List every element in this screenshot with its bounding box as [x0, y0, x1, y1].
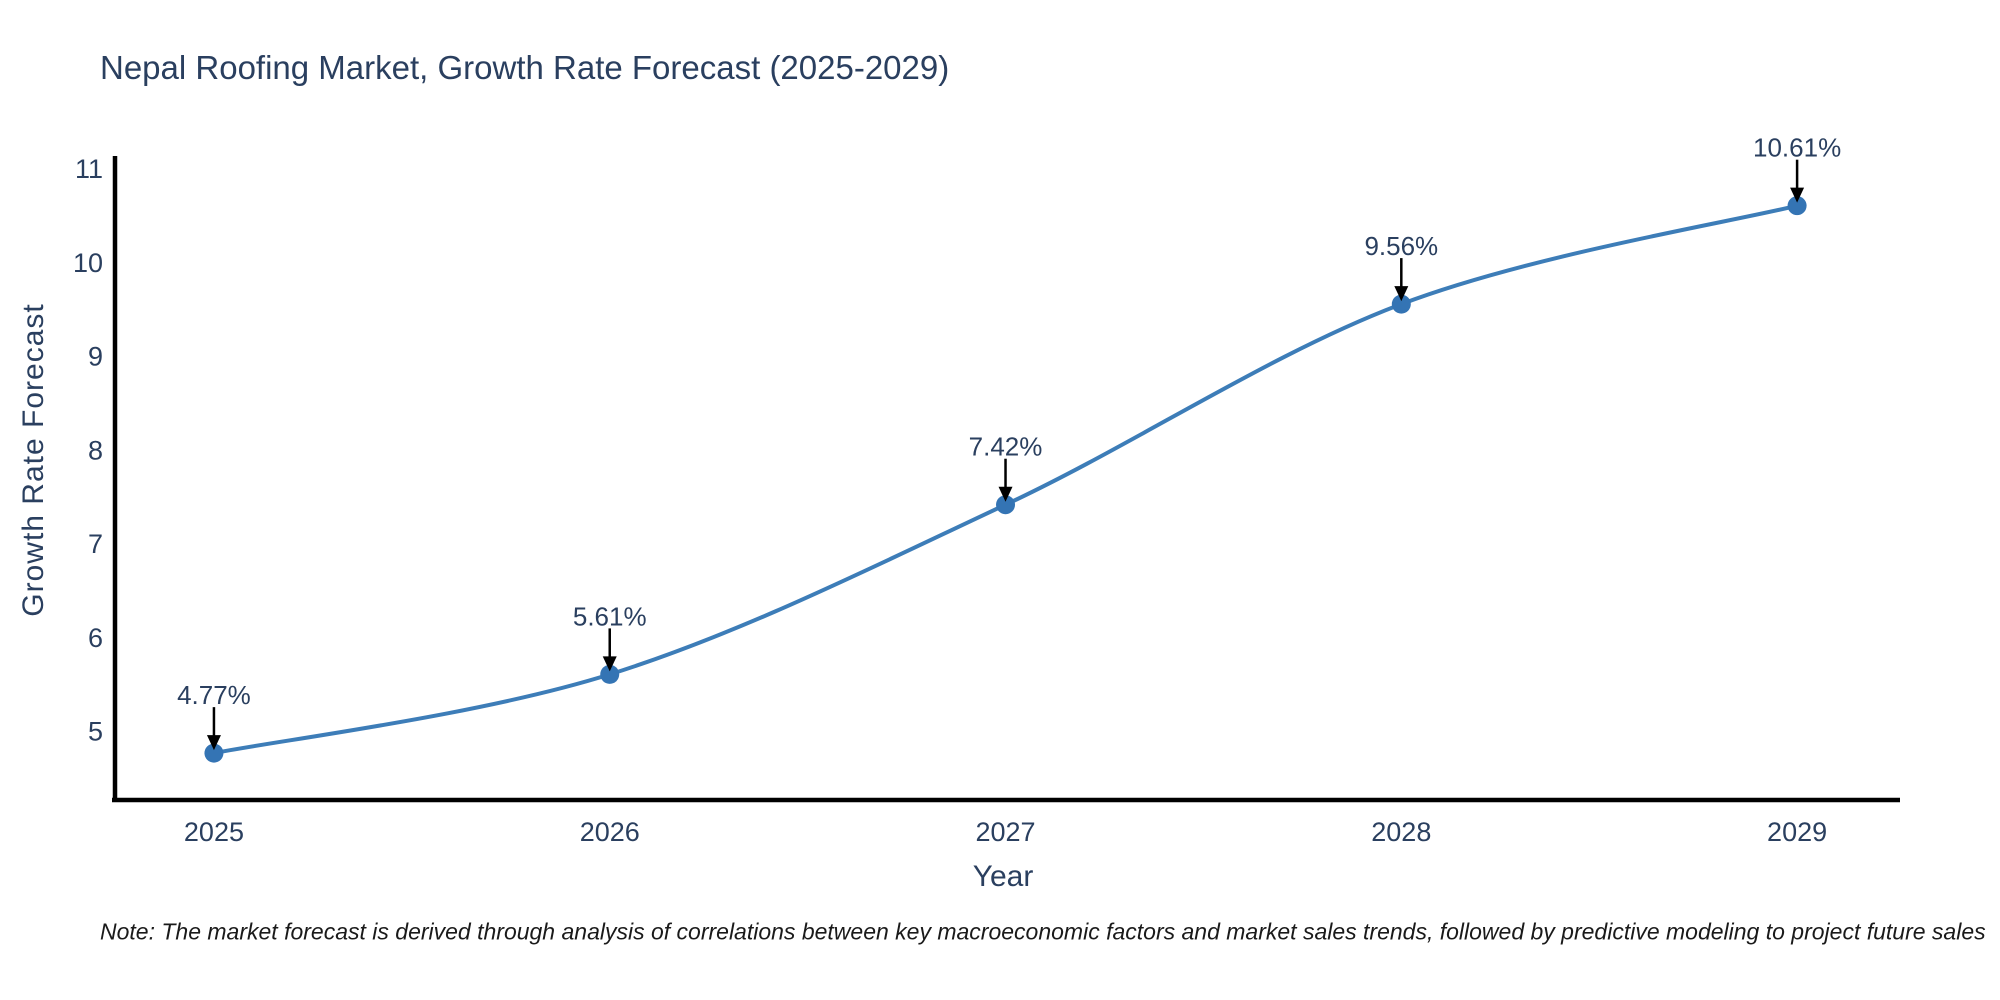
data-point-marker[interactable]: [996, 495, 1016, 515]
annotation-label: 9.56%: [1364, 231, 1438, 261]
x-tick-label: 2026: [580, 817, 640, 847]
y-tick-label: 11: [75, 154, 103, 184]
y-tick-label: 9: [88, 342, 103, 372]
annotation-label: 4.77%: [177, 680, 251, 710]
y-tick-label: 7: [88, 529, 103, 559]
data-point-marker[interactable]: [1787, 196, 1807, 216]
x-tick-label: 2027: [975, 817, 1035, 847]
annotation-label: 10.61%: [1753, 133, 1841, 163]
annotation-label: 5.61%: [573, 601, 647, 631]
x-tick-label: 2025: [184, 817, 244, 847]
data-point-marker[interactable]: [600, 664, 620, 684]
x-axis-title: Year: [972, 860, 1034, 893]
data-point-marker[interactable]: [204, 743, 224, 763]
annotation-arrowhead: [998, 486, 1013, 502]
annotation-arrowhead: [1394, 286, 1409, 302]
chart-title: Nepal Roofing Market, Growth Rate Foreca…: [100, 49, 950, 86]
footnote: Note: The market forecast is derived thr…: [100, 918, 1986, 945]
data-point-marker[interactable]: [1391, 294, 1411, 314]
y-tick-label: 5: [88, 717, 103, 747]
annotation-arrowhead: [206, 735, 221, 751]
y-tick-label: 6: [88, 623, 103, 653]
annotation-arrowhead: [1790, 187, 1805, 203]
y-tick-label: 8: [88, 435, 103, 465]
y-tick-label: 10: [73, 248, 103, 278]
annotation-label: 7.42%: [969, 432, 1043, 462]
annotation-arrowhead: [602, 656, 617, 672]
x-tick-label: 2028: [1371, 817, 1431, 847]
x-tick-label: 2029: [1767, 817, 1827, 847]
